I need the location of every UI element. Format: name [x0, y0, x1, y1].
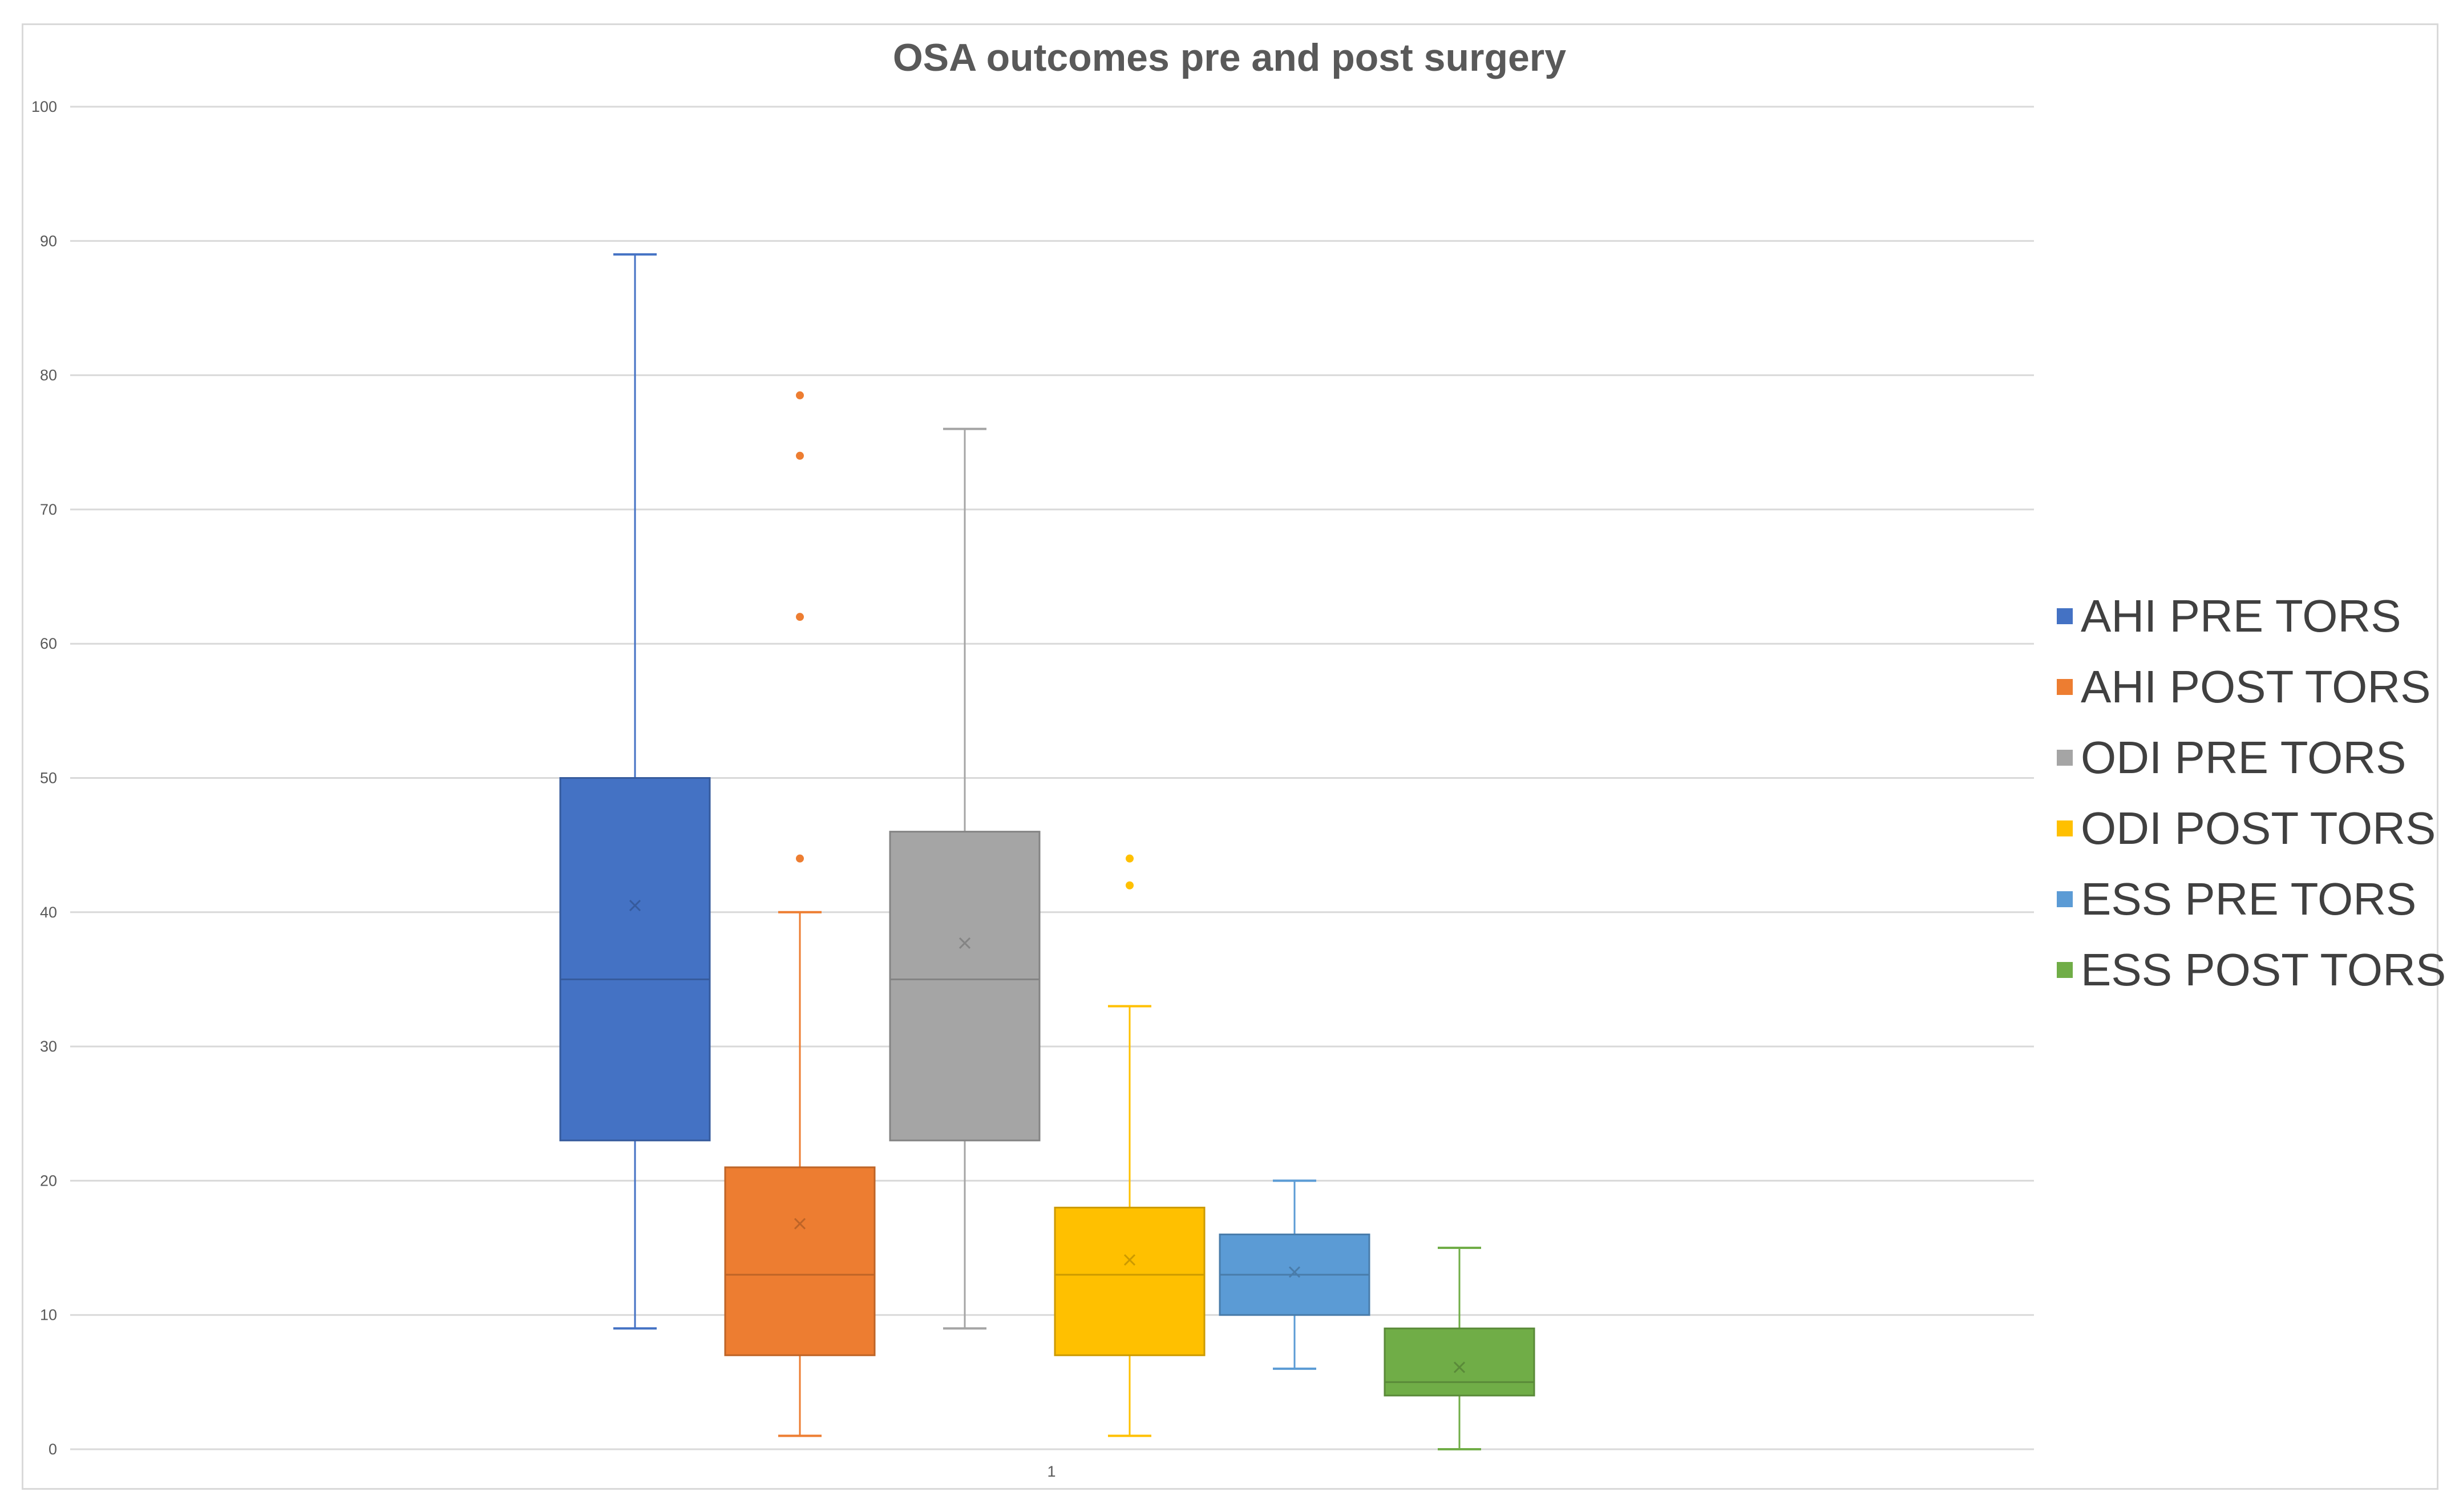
outlier-point-odi-post-tors	[1126, 881, 1134, 890]
y-tick-label: 60	[40, 635, 57, 652]
mean-marker-ess-post-tors	[1453, 1361, 1466, 1373]
box-ess-post-tors	[1384, 1327, 1535, 1397]
box-odi-pre-tors	[889, 831, 1041, 1142]
x-tick-label: 1	[1047, 1463, 1055, 1480]
outlier-point-ahi-post-tors	[796, 613, 804, 621]
legend-label: ODI POST TORS	[2081, 803, 2436, 854]
legend-label: ESS PRE TORS	[2081, 874, 2417, 924]
legend-item: AHI PRE TORS	[2057, 581, 2446, 652]
y-tick-label: 10	[40, 1307, 57, 1324]
y-tick-label: 100	[31, 98, 57, 115]
legend-swatch	[2057, 750, 2073, 766]
outlier-point-odi-post-tors	[1126, 854, 1134, 863]
outlier-point-ahi-post-tors	[796, 451, 804, 460]
mean-marker-ahi-pre-tors	[629, 899, 641, 912]
legend-label: ODI PRE TORS	[2081, 732, 2407, 783]
legend-swatch	[2057, 891, 2073, 907]
legend-swatch	[2057, 608, 2073, 624]
y-tick-label: 90	[40, 232, 57, 249]
outlier-point-ahi-post-tors	[796, 854, 804, 863]
y-tick-label: 40	[40, 904, 57, 921]
outlier-point-ahi-post-tors	[796, 391, 804, 399]
legend-item: AHI POST TORS	[2057, 652, 2446, 722]
box-odi-post-tors	[1054, 1206, 1206, 1356]
mean-marker-odi-post-tors	[1123, 1254, 1136, 1266]
mean-marker-ess-pre-tors	[1288, 1266, 1301, 1278]
legend-label: ESS POST TORS	[2081, 944, 2446, 995]
legend: AHI PRE TORS AHI POST TORS ODI PRE TORS ODI…	[2057, 581, 2446, 1005]
box-ahi-pre-tors	[559, 777, 711, 1142]
legend-item: ESS POST TORS	[2057, 935, 2446, 1005]
legend-item: ODI PRE TORS	[2057, 722, 2446, 793]
legend-swatch	[2057, 962, 2073, 978]
legend-swatch	[2057, 679, 2073, 695]
y-tick-label: 50	[40, 770, 57, 787]
mean-marker-ahi-post-tors	[794, 1218, 806, 1230]
y-tick-label: 20	[40, 1172, 57, 1189]
legend-swatch	[2057, 820, 2073, 836]
y-tick-label: 70	[40, 501, 57, 518]
legend-item: ESS PRE TORS	[2057, 864, 2446, 935]
box-ahi-post-tors	[724, 1166, 876, 1356]
legend-item: ODI POST TORS	[2057, 793, 2446, 864]
legend-label: AHI PRE TORS	[2081, 591, 2401, 641]
chart-title: OSA outcomes pre and post surgery	[892, 36, 1567, 79]
y-tick-label: 30	[40, 1038, 57, 1055]
y-tick-label: 80	[40, 367, 57, 384]
legend-label: AHI POST TORS	[2081, 661, 2431, 712]
y-tick-label: 0	[48, 1441, 57, 1458]
mean-marker-odi-pre-tors	[958, 937, 971, 949]
